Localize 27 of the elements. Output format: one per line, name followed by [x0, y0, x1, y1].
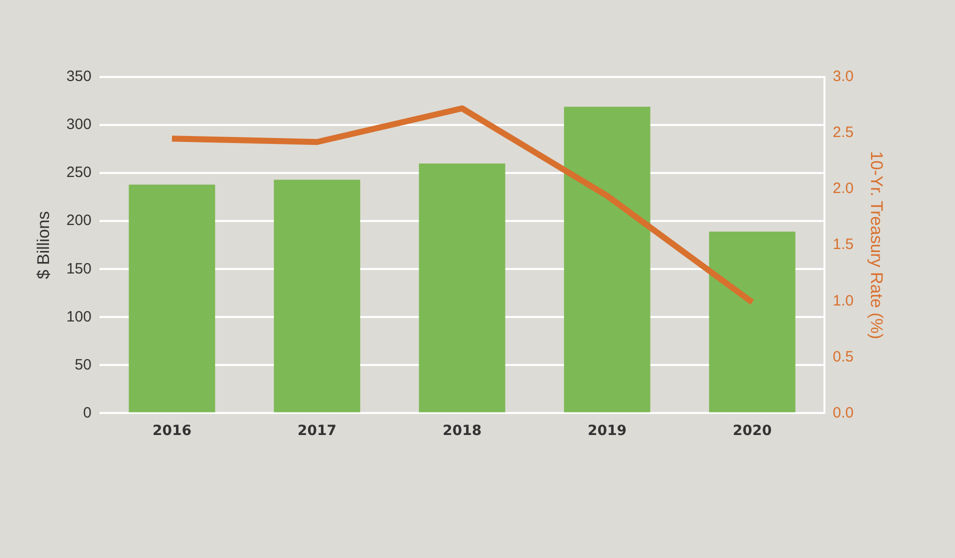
bar	[128, 184, 216, 412]
y-tick-label: 200	[66, 212, 92, 230]
x-tick-label: 2016	[152, 423, 192, 440]
y2-tick-label: 1.5	[832, 236, 854, 254]
y2-tick-label: 0.5	[832, 348, 854, 366]
y-tick-label: 250	[66, 164, 92, 182]
bar	[274, 180, 360, 412]
y-tick-label: 0	[83, 404, 92, 422]
x-tick-label: 2017	[298, 423, 337, 440]
x-tick-label: 2020	[732, 423, 772, 440]
y2-tick-label: 3.0	[832, 68, 854, 86]
x-tick-label: 2018	[442, 423, 482, 440]
bar	[709, 232, 796, 412]
y-tick-label: 50	[74, 356, 92, 374]
y2-tick-label: 2.5	[832, 124, 854, 142]
y-axis-title: $ Billions	[34, 211, 53, 280]
y2-tick-label: 1.0	[832, 292, 854, 310]
y-tick-label: 350	[66, 68, 92, 86]
y2-tick-label: 0.0	[832, 404, 854, 422]
y-tick-label: 300	[66, 116, 92, 134]
y2-axis-title: 10-Yr. Treasury Rate (%)	[867, 151, 886, 340]
bar	[418, 163, 506, 412]
x-tick-label: 2019	[588, 423, 627, 440]
y-tick-label: 150	[66, 260, 92, 278]
y2-tick-label: 2.0	[832, 180, 854, 198]
y-tick-label: 100	[66, 308, 92, 326]
bar	[564, 106, 650, 412]
